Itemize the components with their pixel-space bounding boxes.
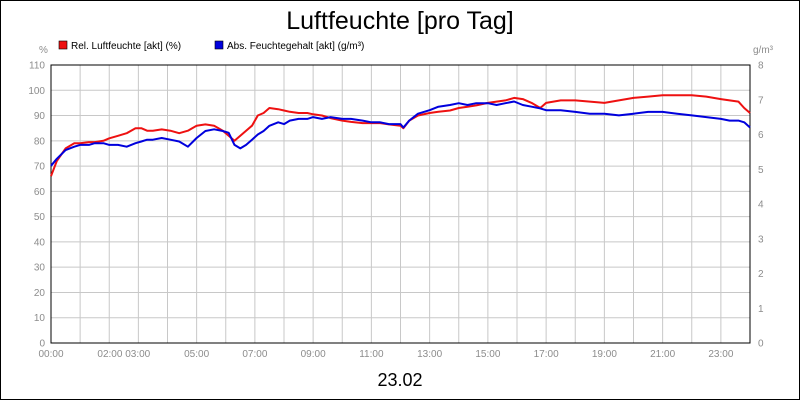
legend-label-rel: Rel. Luftfeuchte [akt] (%)	[71, 41, 181, 52]
date-label: 23.02	[377, 370, 422, 390]
y-right-tick-label: 5	[758, 165, 764, 176]
x-tick-label: 11:00	[359, 349, 384, 360]
grid	[50, 64, 751, 344]
plot-border	[50, 64, 751, 344]
y-right-tick-label: 4	[758, 200, 764, 211]
x-tick-label: 09:00	[301, 349, 326, 360]
y-left-tick-label: 40	[34, 237, 46, 248]
legend: Rel. Luftfeuchte [akt] (%) Abs. Feuchteg…	[58, 40, 364, 52]
y-right-tick-label: 1	[758, 304, 764, 315]
y-left-tick-label: 80	[34, 136, 46, 147]
legend-swatch-rel	[58, 40, 68, 50]
x-tick-label: 15:00	[475, 349, 500, 360]
x-tick-label: 05:00	[184, 349, 209, 360]
series-line-rel-humidity	[50, 94, 751, 177]
y-right-tick-label: 7	[758, 95, 764, 106]
y-left-tick-label: 10	[34, 313, 46, 324]
series-line-abs-humidity	[50, 100, 751, 167]
y-left-tick-label: 70	[34, 162, 46, 173]
y-right-tick-label: 3	[758, 234, 764, 245]
y-left-tick-label: 0	[39, 339, 45, 350]
y-left-tick-label: 20	[34, 288, 46, 299]
y-left-unit: %	[39, 45, 48, 56]
x-tick-label: 13:00	[417, 349, 442, 360]
series	[50, 94, 751, 177]
y-right-tick-label: 8	[758, 61, 764, 72]
y-right-unit: g/m³	[753, 45, 774, 56]
x-tick-label: 02:00 03:00	[97, 349, 150, 360]
x-tick-label: 00:00	[38, 349, 63, 360]
y-left-tick-label: 30	[34, 263, 46, 274]
x-tick-label: 07:00	[242, 349, 267, 360]
chart-title: Luftfeuchte [pro Tag]	[286, 7, 513, 35]
x-tick-label: 23:00	[708, 349, 733, 360]
axes: 0 10 20 30 40 50 60 70 80 90 100 110 0 1 2 3 4 5 6 7 8 00:00 0…	[28, 61, 764, 361]
y-left-tick-label: 60	[34, 187, 46, 198]
y-right-tick-label: 2	[758, 269, 764, 280]
x-tick-label: 17:00	[534, 349, 559, 360]
x-tick-label: 21:00	[650, 349, 675, 360]
legend-swatch-abs	[214, 40, 224, 50]
legend-label-abs: Abs. Feuchtegehalt [akt] (g/m³)	[227, 41, 364, 52]
y-left-tick-label: 110	[29, 61, 45, 72]
y-left-tick-label: 90	[34, 111, 46, 122]
y-left-tick-label: 100	[28, 86, 45, 97]
y-right-tick-label: 6	[758, 130, 764, 141]
y-left-tick-label: 50	[34, 212, 46, 223]
y-right-tick-label: 0	[758, 339, 764, 350]
x-tick-label: 19:00	[592, 349, 617, 360]
